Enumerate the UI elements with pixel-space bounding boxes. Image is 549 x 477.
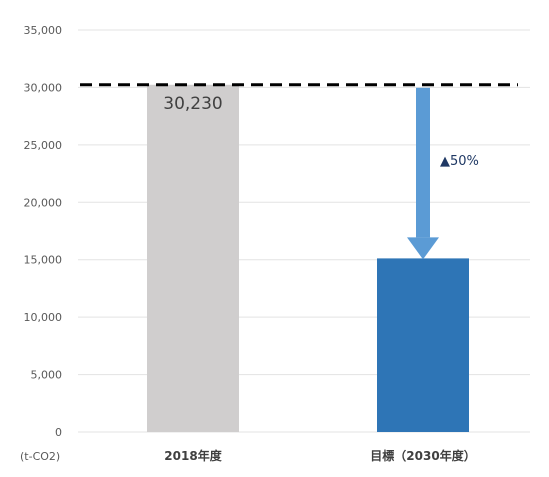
reduction-arrow xyxy=(407,87,439,260)
y-tick-label: 30,000 xyxy=(24,81,63,94)
y-tick-label: 35,000 xyxy=(24,24,63,37)
y-axis-unit-label: (t-CO2) xyxy=(20,450,60,463)
bar-2018 xyxy=(147,84,239,432)
y-tick-label: 20,000 xyxy=(24,196,63,209)
bar-target-2030 xyxy=(377,258,469,432)
x-category-label: 2018年度 xyxy=(164,448,222,463)
x-axis-category-labels: 2018年度 目標（2030年度） xyxy=(164,448,475,463)
y-tick-label: 0 xyxy=(55,426,62,439)
bars xyxy=(147,84,469,432)
reduction-percent-label: ▲50% xyxy=(440,154,479,169)
y-tick-label: 25,000 xyxy=(24,139,63,152)
bar-data-label-2018: 30,230 xyxy=(163,94,222,114)
x-category-label: 目標（2030年度） xyxy=(370,448,475,463)
y-axis-tick-labels: 0 5,000 10,000 15,000 20,000 25,000 30,000 35,0… xyxy=(24,24,63,439)
reduction-arrow-shaft xyxy=(416,87,430,238)
y-tick-label: 5,000 xyxy=(31,369,63,382)
y-tick-label: 10,000 xyxy=(24,311,63,324)
reduction-arrow-head xyxy=(407,237,439,260)
y-tick-label: 15,000 xyxy=(24,254,63,267)
